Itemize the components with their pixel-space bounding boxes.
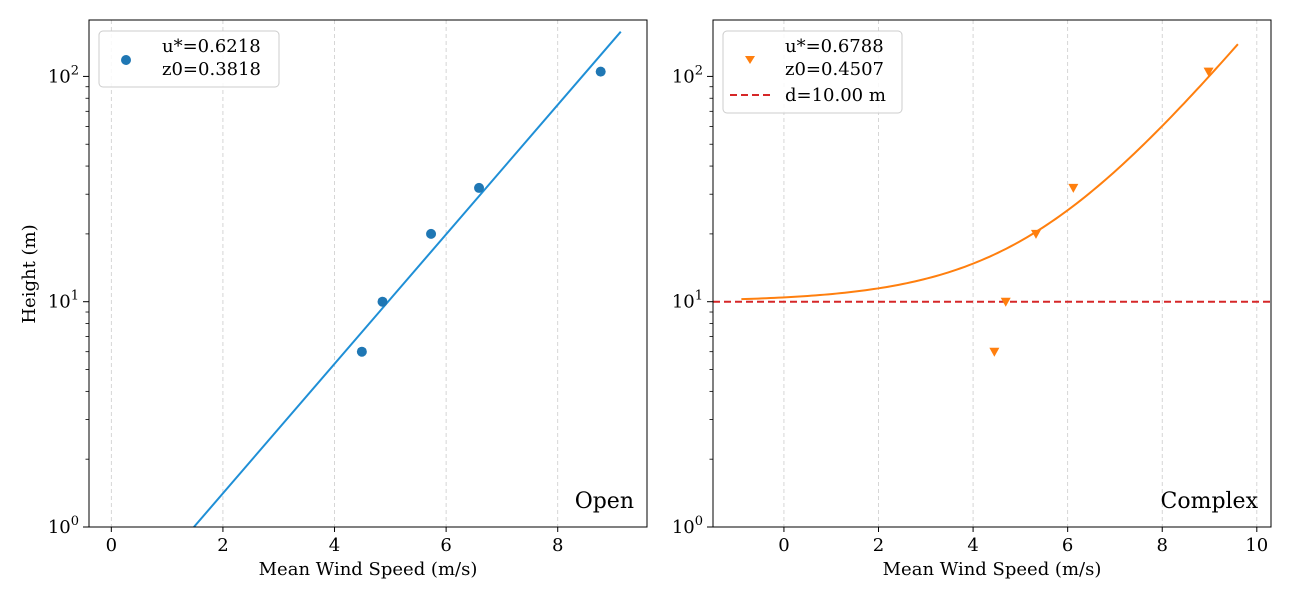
x-tick-label: 10 [1245, 535, 1268, 556]
legend-label-line: u*=0.6218 [162, 36, 261, 57]
x-tick-label: 2 [217, 535, 228, 556]
data-point [474, 182, 485, 193]
plot-frame [88, 19, 648, 528]
panel-open: 0 2 4 6 8 100 101 102 Mean Wind Speed (m/s) Hei… [19, 19, 648, 580]
x-axis-label: Mean Wind Speed (m/s) [259, 559, 478, 580]
plot-frame [712, 19, 1272, 528]
panel-label: Complex [1161, 489, 1259, 514]
data-point [1203, 67, 1214, 77]
data-layer [713, 43, 1271, 357]
legend: u*=0.6218 z0=0.3818 [98, 30, 280, 88]
legend-triangle-marker [745, 56, 755, 64]
y-tick-label: 102 [672, 63, 703, 87]
data-point [1000, 297, 1011, 307]
y-tick-label: 100 [48, 514, 79, 538]
ticks: 0 2 4 6 8 100 101 102 [48, 63, 564, 556]
ticks: 0 2 4 6 8 10 100 101 102 [672, 63, 1268, 556]
y-tick-label: 102 [48, 63, 79, 87]
legend-label-line: z0=0.4507 [785, 59, 884, 80]
panel-label: Open [575, 489, 634, 514]
x-tick-label: 0 [778, 535, 789, 556]
data-point [595, 66, 606, 77]
data-point [426, 228, 437, 239]
x-tick-label: 6 [1062, 535, 1073, 556]
y-tick-label: 101 [672, 289, 703, 313]
legend-label-line: z0=0.3818 [162, 59, 261, 80]
y-axis-label: Height (m) [19, 224, 40, 323]
legend-box [98, 30, 280, 88]
fit-line [193, 31, 622, 528]
legend-label-line: d=10.00 m [785, 85, 886, 106]
data-point [377, 296, 388, 307]
legend-box [722, 30, 903, 114]
y-tick-label: 100 [672, 514, 703, 538]
data-point [1068, 183, 1079, 193]
fit-curve [741, 43, 1239, 301]
x-tick-label: 2 [873, 535, 884, 556]
data-point [356, 346, 367, 357]
data-point [1030, 229, 1041, 239]
x-tick-label: 8 [1157, 535, 1168, 556]
data-point [989, 347, 1000, 357]
x-tick-label: 4 [967, 535, 978, 556]
legend: u*=0.6788 z0=0.4507 d=10.00 m [722, 30, 903, 114]
x-tick-label: 0 [106, 535, 117, 556]
x-tick-label: 8 [552, 535, 563, 556]
y-tick-label: 101 [48, 289, 79, 313]
x-axis-label: Mean Wind Speed (m/s) [883, 559, 1102, 580]
x-tick-label: 4 [329, 535, 340, 556]
legend-label-line: u*=0.6788 [785, 36, 884, 57]
x-tick-label: 6 [440, 535, 451, 556]
panel-complex: 0 2 4 6 8 10 100 101 102 Mean Wind Speed (m/s) C… [672, 19, 1272, 580]
legend-circle-marker [121, 55, 131, 65]
data-layer [193, 31, 622, 528]
